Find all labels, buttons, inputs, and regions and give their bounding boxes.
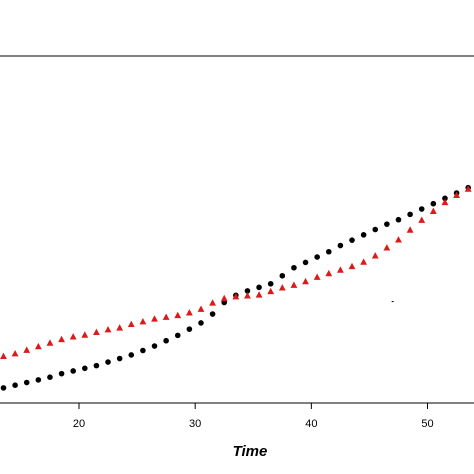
data-point: [116, 324, 124, 331]
data-point: [58, 335, 65, 343]
data-point: [81, 331, 89, 338]
data-point: [82, 365, 88, 372]
data-point: [162, 313, 170, 320]
plot-frame: [0, 55, 474, 404]
data-point: [360, 232, 367, 238]
data-point: [93, 328, 100, 336]
data-point: [442, 195, 448, 202]
data-point: [244, 292, 251, 299]
data-point: [0, 352, 7, 360]
data-point: [105, 359, 111, 365]
data-point: [302, 259, 309, 266]
data-point: [418, 216, 426, 223]
data-point: [314, 254, 320, 260]
data-point: [256, 284, 262, 291]
data-point: [302, 277, 309, 285]
data-point: [186, 326, 193, 332]
data-point: [174, 332, 181, 339]
x-axis: 20 30 40 50: [73, 403, 434, 430]
data-point: [104, 325, 112, 333]
data-point: [337, 242, 344, 249]
data-point: [325, 248, 332, 255]
x-tick-label: 40: [305, 418, 317, 430]
data-point: [372, 226, 379, 233]
data-point: [325, 269, 333, 277]
data-point: [70, 368, 76, 374]
data-point: [244, 288, 251, 294]
data-point: [139, 317, 147, 325]
data-point: [278, 284, 286, 291]
data-point: [232, 293, 240, 300]
data-point: [46, 339, 54, 346]
data-point: [185, 309, 193, 316]
data-point: [151, 343, 158, 349]
data-point: [395, 236, 402, 243]
data-point: [371, 252, 379, 259]
data-point: [441, 198, 449, 206]
data-point: [407, 211, 413, 218]
data-point: [360, 258, 368, 265]
series-2: [0, 185, 472, 360]
data-point: [383, 244, 391, 251]
data-point: [11, 349, 19, 357]
series-1: [0, 184, 471, 391]
data-point: [267, 280, 274, 287]
data-point: [12, 382, 18, 389]
data-point: [384, 221, 390, 227]
data-point: [290, 281, 298, 288]
x-axis-title: Time: [233, 443, 268, 460]
data-point: [406, 226, 414, 233]
data-point: [220, 294, 228, 302]
data-point: [163, 337, 169, 344]
data-point: [418, 206, 425, 212]
data-point: [58, 370, 65, 377]
data-point: [197, 305, 205, 312]
data-point: [128, 352, 135, 358]
x-tick-label: 30: [189, 418, 201, 430]
data-point: [291, 264, 297, 271]
data-point: [127, 320, 135, 328]
x-tick-label: 50: [421, 418, 433, 430]
data-point: [116, 355, 123, 362]
data-point: [0, 385, 7, 391]
data-point: [336, 266, 344, 273]
data-point: [464, 185, 472, 192]
data-point: [395, 216, 402, 223]
data-point: [209, 299, 217, 306]
data-point: [34, 342, 42, 350]
data-point: [313, 273, 321, 280]
series-layer: [0, 184, 472, 391]
data-point: [93, 362, 100, 369]
x-tick-label: 20: [73, 418, 85, 430]
data-point: [430, 200, 437, 207]
data-point: [23, 346, 31, 353]
data-point: [47, 374, 53, 380]
data-point: [23, 379, 30, 386]
data-point: [255, 291, 263, 298]
data-point: [151, 315, 158, 322]
data-point: [198, 320, 204, 326]
data-point: [429, 207, 437, 215]
data-point: [35, 377, 42, 383]
data-point: [140, 347, 146, 354]
data-point: [349, 237, 355, 243]
data-point: [209, 311, 216, 317]
data-point: [279, 272, 286, 279]
data-point: [69, 333, 77, 340]
data-point: [267, 287, 275, 295]
data-point: [453, 191, 460, 198]
data-point: [174, 311, 182, 319]
data-point: [348, 262, 356, 270]
